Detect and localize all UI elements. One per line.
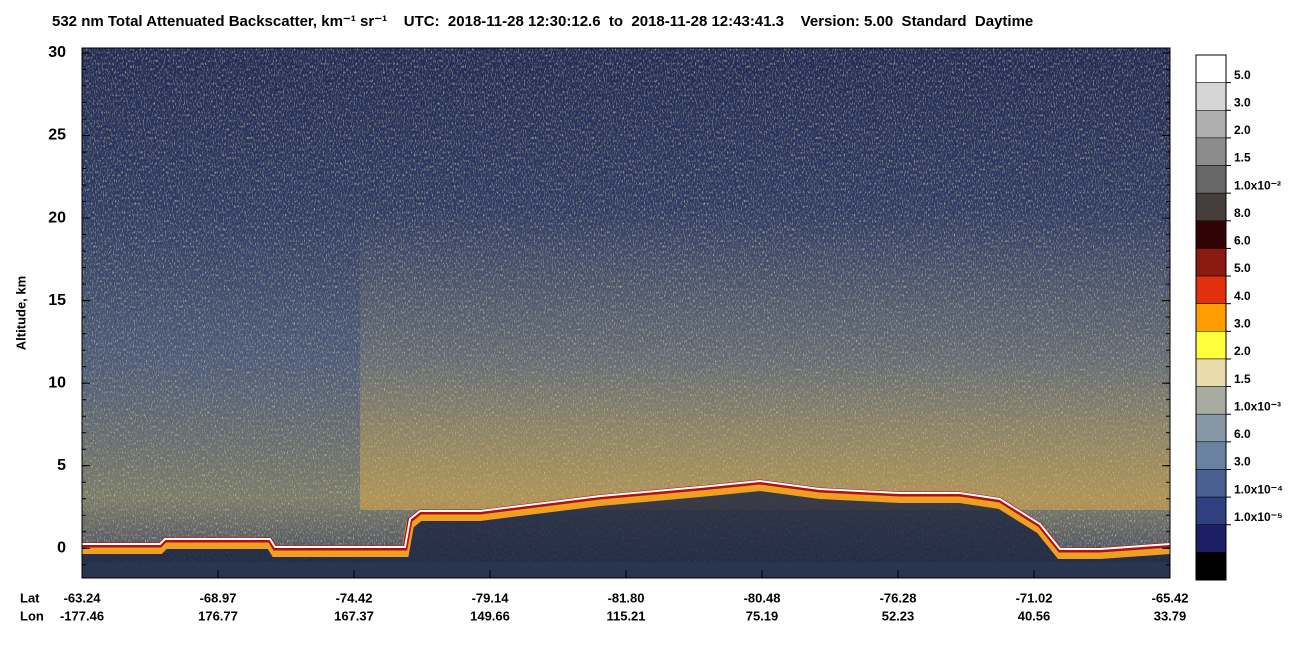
- y-axis-label: Altitude, km: [13, 276, 28, 350]
- lat-label: -80.48: [744, 590, 781, 605]
- colorbar-band: [1195, 413, 1227, 443]
- colorbar-band: [1195, 165, 1227, 194]
- colorbar-band: [1195, 275, 1227, 304]
- lat-label: -81.80: [608, 590, 645, 605]
- colorbar-band: [1195, 54, 1227, 83]
- colorbar-band: [1195, 248, 1227, 277]
- colorbar-label: 6.0: [1234, 427, 1251, 441]
- lon-label: 33.79: [1154, 608, 1187, 623]
- colorbar-band: [1195, 220, 1227, 249]
- lon-label: 167.37: [334, 608, 374, 623]
- lon-label: 40.56: [1018, 608, 1051, 623]
- colorbar-band: [1195, 303, 1227, 332]
- colorbar-band: [1195, 82, 1227, 111]
- colorbar-band: [1195, 110, 1227, 139]
- lon-label: 149.66: [470, 608, 510, 623]
- lon-label: 176.77: [198, 608, 238, 623]
- row-label: Lon: [20, 608, 44, 623]
- y-tick-label: 15: [48, 292, 66, 309]
- curtain-image: [82, 48, 1170, 578]
- lat-label: -74.42: [336, 590, 373, 605]
- colorbar-label: 5.0: [1234, 261, 1251, 275]
- row-label: Lat: [20, 590, 40, 605]
- lat-label: -71.02: [1016, 590, 1053, 605]
- chart-title: 532 nm Total Attenuated Backscatter, km⁻…: [52, 13, 1033, 30]
- colorbar-band: [1195, 552, 1227, 581]
- lon-label: 115.21: [606, 608, 645, 623]
- lat-label: -65.42: [1152, 590, 1189, 605]
- y-tick-label: 30: [48, 44, 66, 61]
- lat-label: -76.28: [880, 590, 917, 605]
- colorbar-band: [1195, 469, 1227, 498]
- colorbar-band: [1195, 358, 1227, 387]
- y-tick-label: 5: [57, 457, 66, 474]
- colorbar-band: [1195, 192, 1227, 222]
- y-tick-label: 0: [57, 539, 66, 556]
- colorbar-label: 3.0: [1234, 455, 1251, 469]
- y-tick-label: 25: [48, 127, 66, 144]
- colorbar-label: 5.0: [1234, 68, 1251, 82]
- colorbar-label: 1.5: [1234, 372, 1251, 386]
- lon-label: -177.46: [60, 608, 104, 623]
- colorbar-band: [1195, 386, 1227, 415]
- y-tick-label: 10: [48, 374, 66, 391]
- y-tick-label: 20: [48, 209, 66, 226]
- colorbar-label: 3.0: [1234, 316, 1251, 330]
- colorbar-label: 2.0: [1234, 123, 1251, 137]
- colorbar-label: 6.0: [1234, 234, 1251, 248]
- colorbar-band: [1195, 441, 1227, 470]
- colorbar-band: [1195, 496, 1227, 525]
- colorbar-label: 2.0: [1234, 344, 1251, 358]
- colorbar-band: [1195, 137, 1227, 166]
- colorbar-label: 3.0: [1234, 95, 1251, 109]
- colorbar-label: 1.0x10⁻⁴: [1234, 482, 1283, 496]
- colorbar-label: 1.0x10⁻²: [1234, 178, 1281, 192]
- colorbar-label: 8.0: [1234, 206, 1251, 220]
- lon-label: 75.19: [746, 608, 779, 623]
- lat-label: -68.97: [200, 590, 237, 605]
- colorbar-label: 1.0x10⁻⁵: [1234, 510, 1283, 524]
- colorbar-frame: [1195, 54, 1227, 581]
- lat-label: -79.14: [472, 590, 510, 605]
- lat-label: -63.24: [64, 590, 102, 605]
- colorbar-band: [1195, 331, 1227, 360]
- lon-label: 52.23: [882, 608, 915, 623]
- colorbar-label: 1.5: [1234, 151, 1251, 165]
- colorbar-band: [1195, 524, 1227, 553]
- colorbar-label: 4.0: [1234, 289, 1251, 303]
- colorbar: 5.0 3.0 2.0 1.5 1.0x10⁻² 8.0 6.0 5.0 4.0 3.0 2.0 1.…: [1195, 54, 1283, 581]
- colorbar-label: 1.0x10⁻³: [1234, 399, 1281, 413]
